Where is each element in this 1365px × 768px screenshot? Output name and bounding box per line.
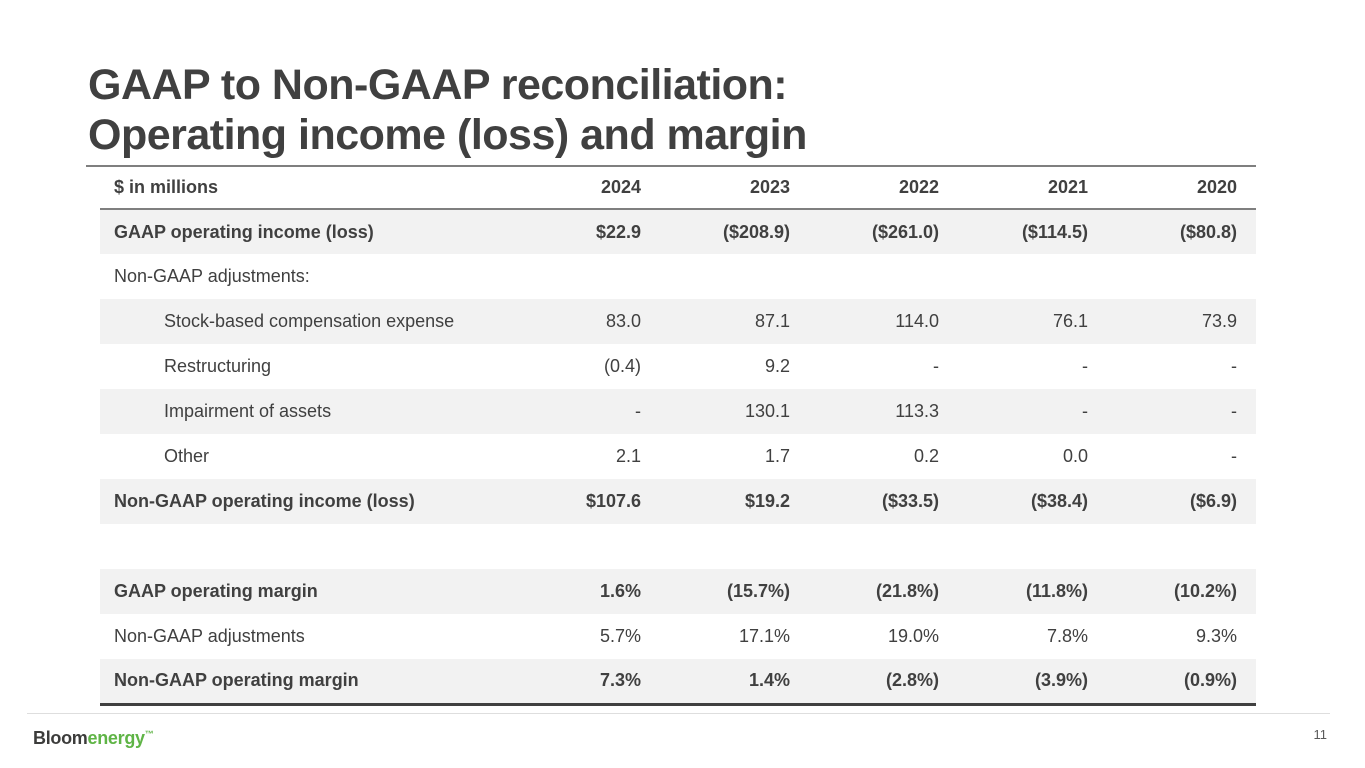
cell-value: 76.1 [1052, 311, 1088, 331]
cell-value: 2.1 [615, 446, 641, 466]
bloom-energy-logo: Bloomenergy™ [33, 728, 154, 749]
row-label [100, 524, 511, 569]
cell-value: - [1082, 401, 1088, 421]
cell-value: (0.9%) [1107, 659, 1256, 706]
cell-value: ($38.4) [1030, 491, 1088, 511]
row-label: Other [164, 446, 210, 466]
cell-value: ($80.8) [1179, 221, 1237, 242]
row-label: Impairment of assets [164, 401, 332, 421]
row-label: Non-GAAP adjustments [114, 626, 305, 646]
row-label: GAAP operating income (loss) [114, 221, 374, 242]
cell-value: (2.8%) [809, 659, 958, 706]
table-row-non-gaap-operating-income: Non-GAAP operating income (loss) $107.6 … [100, 479, 1256, 524]
cell-value: (3.9%) [958, 659, 1107, 706]
table-row-non-gaap-adjustments-header: Non-GAAP adjustments: [100, 254, 1256, 299]
trademark-mark: ™ [144, 729, 154, 739]
cell-value: - [635, 401, 641, 421]
cell-value: (15.7%) [726, 581, 790, 601]
cell-value: - [1082, 356, 1088, 376]
cell-value: 113.3 [895, 401, 939, 421]
cell-value: 1.6% [599, 581, 641, 601]
table-row-gaap-operating-margin: GAAP operating margin 1.6% (15.7%) (21.8… [100, 569, 1256, 614]
row-label: Restructuring [164, 356, 272, 376]
cell-value [1107, 254, 1256, 299]
year-header-2024: 2024 [600, 177, 641, 197]
cell-value [511, 524, 660, 569]
cell-value: 0.2 [913, 446, 939, 466]
page-title-line1: GAAP to Non-GAAP reconciliation: [88, 61, 788, 109]
table-row-restructuring: Restructuring (0.4) 9.2 - - - [100, 344, 1256, 389]
cell-value: $22.9 [595, 221, 641, 242]
table-row-impairment-of-assets: Impairment of assets - 130.1 113.3 - - [100, 389, 1256, 434]
cell-value: ($33.5) [881, 491, 939, 511]
year-header-2023: 2023 [749, 177, 790, 197]
cell-value: - [933, 356, 939, 376]
row-label: GAAP operating margin [114, 581, 318, 601]
cell-value: $107.6 [585, 491, 641, 511]
cell-value: ($6.9) [1189, 491, 1237, 511]
reconciliation-table: $ in millions 2024 2023 2022 2021 2020 G… [100, 167, 1256, 706]
cell-value: 7.3% [511, 659, 660, 706]
cell-value: 83.0 [605, 311, 641, 331]
table-row-stock-based-compensation: Stock-based compensation expense 83.0 87… [100, 299, 1256, 344]
cell-value [1107, 524, 1256, 569]
cell-value: 0.0 [1062, 446, 1088, 466]
row-label: Stock-based compensation expense [164, 311, 455, 331]
cell-value: (11.8%) [1025, 581, 1088, 601]
page-number: 11 [1313, 727, 1328, 742]
cell-value: 114.0 [895, 311, 939, 331]
cell-value: 9.3% [1195, 626, 1237, 646]
cell-value: $19.2 [744, 491, 790, 511]
cell-value: 1.7 [764, 446, 790, 466]
title-divider [86, 165, 1256, 167]
cell-value: 1.4% [660, 659, 809, 706]
logo-bloom-text: Bloom [33, 728, 88, 748]
cell-value [511, 254, 660, 299]
table-spacer-row [100, 524, 1256, 569]
cell-value: 73.9 [1201, 311, 1237, 331]
page-title-line2: Operating income (loss) and margin [88, 111, 807, 159]
cell-value: (10.2%) [1173, 581, 1237, 601]
cell-value: ($208.9) [722, 221, 790, 242]
table-row-non-gaap-adjustments-margin: Non-GAAP adjustments 5.7% 17.1% 19.0% 7.… [100, 614, 1256, 659]
cell-value [958, 254, 1107, 299]
cell-value: 9.2 [764, 356, 790, 376]
cell-value: (21.8%) [875, 581, 939, 601]
year-header-2022: 2022 [898, 177, 939, 197]
cell-value: ($114.5) [1021, 221, 1088, 242]
table-row-non-gaap-operating-margin: Non-GAAP operating margin 7.3% 1.4% (2.8… [100, 659, 1256, 706]
page-title: GAAP to Non-GAAP reconciliation: Operatin… [88, 60, 807, 160]
cell-value: 19.0% [887, 626, 939, 646]
cell-value: 130.1 [744, 401, 790, 421]
cell-value: (0.4) [603, 356, 641, 376]
cell-value [809, 254, 958, 299]
year-header-2021: 2021 [1047, 177, 1088, 197]
table-header-row: $ in millions 2024 2023 2022 2021 2020 [100, 167, 1256, 209]
cell-value [958, 524, 1107, 569]
cell-value [660, 524, 809, 569]
table-row-other: Other 2.1 1.7 0.2 0.0 - [100, 434, 1256, 479]
cell-value: - [1231, 446, 1237, 466]
footer-divider [27, 713, 1330, 714]
table-row-gaap-operating-income: GAAP operating income (loss) $22.9 ($208… [100, 209, 1256, 254]
logo-energy-text: energy [87, 728, 146, 748]
row-label: Non-GAAP operating margin [100, 659, 511, 706]
cell-value [660, 254, 809, 299]
row-label: Non-GAAP adjustments: [114, 266, 310, 286]
year-header-2020: 2020 [1196, 177, 1237, 197]
cell-value: 17.1% [738, 626, 790, 646]
cell-value [809, 524, 958, 569]
cell-value: 87.1 [754, 311, 790, 331]
cell-value: - [1231, 401, 1237, 421]
cell-value: - [1231, 356, 1237, 376]
unit-label: $ in millions [114, 177, 219, 197]
row-label: Non-GAAP operating income (loss) [114, 491, 415, 511]
cell-value: 7.8% [1046, 626, 1088, 646]
cell-value: ($261.0) [871, 221, 939, 242]
cell-value: 5.7% [599, 626, 641, 646]
